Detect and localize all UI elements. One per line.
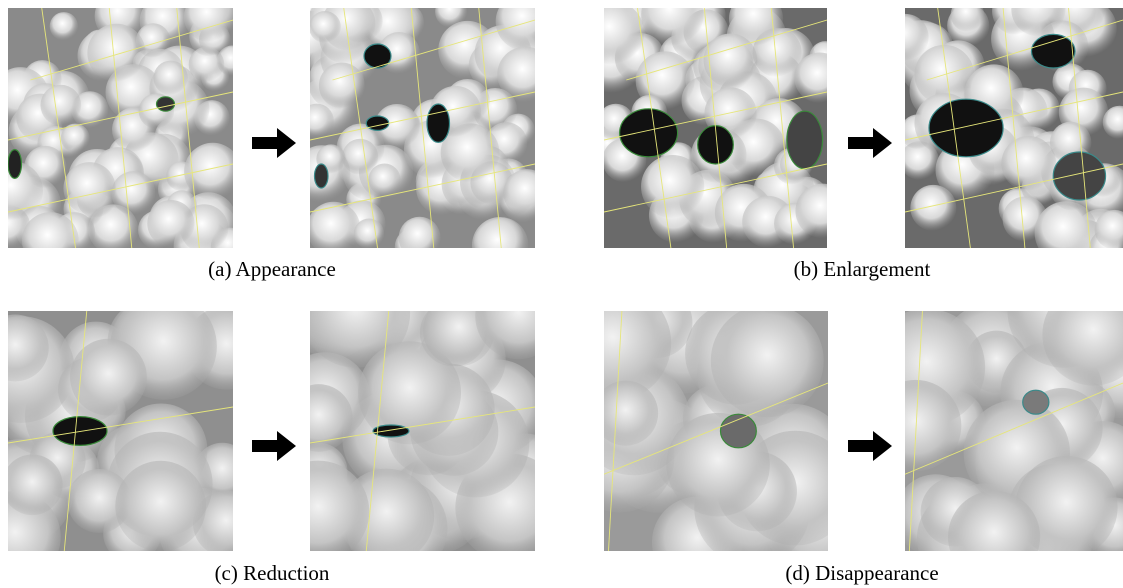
- canopy: [70, 339, 147, 416]
- canopy: [184, 143, 241, 200]
- canopy: [300, 104, 334, 138]
- canopy: [1035, 201, 1098, 264]
- canopy: [870, 380, 961, 471]
- gap: [620, 109, 678, 157]
- arrow: [252, 128, 296, 158]
- canopy: [22, 212, 79, 269]
- canopy: [319, 63, 365, 109]
- photo: [554, 283, 873, 588]
- canopy: [948, 491, 1040, 583]
- caption: (b) Enlargement: [794, 257, 931, 281]
- gap: [1053, 152, 1105, 200]
- canopy: [580, 1, 644, 65]
- canopy: [50, 12, 78, 40]
- canopy: [111, 171, 155, 215]
- photo: [868, 254, 1123, 587]
- image-layer: [0, 0, 1123, 588]
- canopy: [153, 61, 187, 95]
- canopy: [704, 34, 758, 88]
- canopy: [63, 162, 115, 214]
- canopy: [711, 304, 824, 417]
- canopy: [307, 202, 361, 256]
- photo: [0, 0, 249, 274]
- canopy: [503, 169, 551, 217]
- caption: (a) Appearance: [208, 257, 336, 281]
- canopy: [475, 273, 561, 359]
- arrow: [252, 431, 296, 461]
- caption: (c) Reduction: [215, 561, 330, 585]
- gap: [315, 164, 329, 188]
- canopy: [2, 454, 63, 515]
- gap: [364, 44, 391, 68]
- canopy: [87, 24, 145, 82]
- canopy: [354, 219, 384, 249]
- canopy: [115, 461, 206, 552]
- gap: [373, 425, 409, 437]
- canopy: [795, 184, 850, 239]
- canopy: [399, 217, 441, 259]
- photo: [580, 0, 850, 248]
- arrow: [848, 128, 892, 158]
- photo: [0, 274, 268, 582]
- canopy: [593, 381, 658, 446]
- figure: (a) Appearance (b) Enlargement (c) Reduc…: [0, 0, 1123, 588]
- caption: (d) Disappearance: [785, 561, 938, 585]
- canopy: [147, 200, 194, 247]
- photo: [282, 0, 554, 273]
- gap: [929, 99, 1003, 157]
- gap: [1023, 390, 1049, 414]
- gap: [366, 116, 389, 130]
- arrow: [848, 431, 892, 461]
- canopy: [1001, 136, 1056, 191]
- canopy: [472, 217, 528, 273]
- gap: [53, 417, 107, 446]
- gap: [787, 111, 823, 169]
- canopy: [309, 11, 341, 43]
- gap: [8, 150, 22, 179]
- photo: [267, 259, 563, 579]
- canopy: [882, 14, 929, 61]
- gap: [1031, 34, 1075, 68]
- photo: [882, 0, 1123, 267]
- gap: [157, 97, 175, 111]
- canopy: [794, 52, 845, 103]
- canopy: [267, 461, 369, 563]
- canopy: [641, 155, 704, 218]
- canopy: [40, 85, 81, 126]
- gap: [427, 104, 450, 142]
